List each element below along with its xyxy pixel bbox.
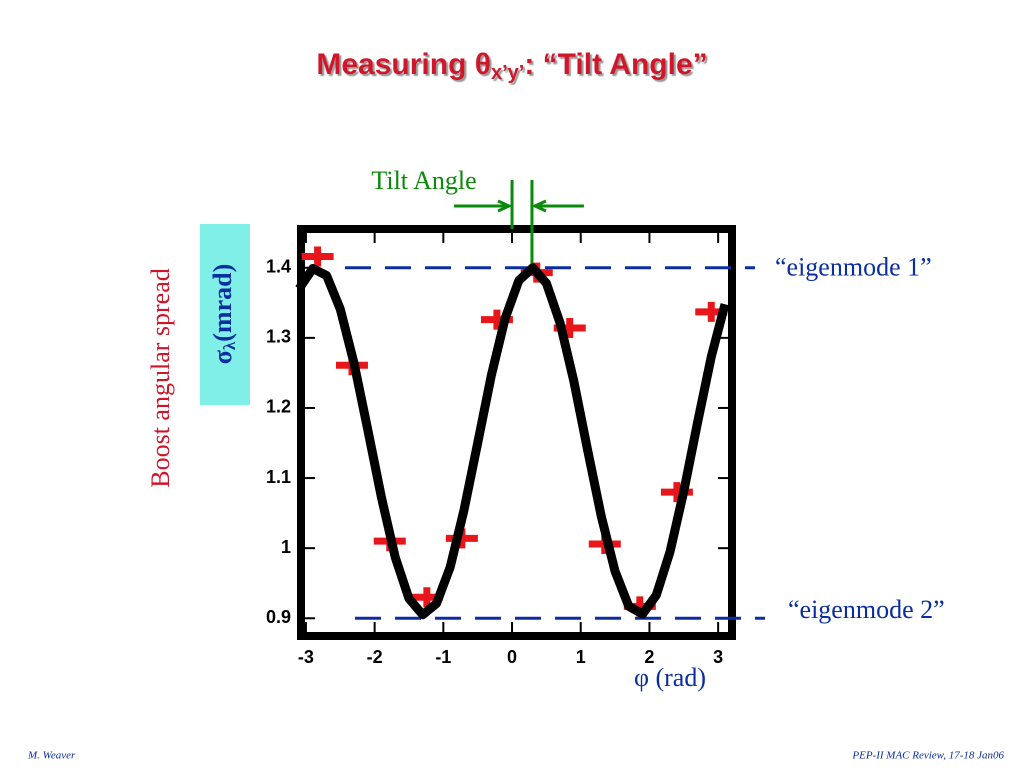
y-label-note: Boost angular spread	[146, 268, 175, 488]
x-tick-label: -3	[298, 647, 314, 667]
footer-left: M. Weaver	[27, 750, 76, 762]
tilt-arrow	[531, 199, 584, 213]
x-tick-label: 1	[576, 647, 586, 667]
x-tick-label: -2	[367, 647, 383, 667]
x-tick-label: 3	[713, 647, 723, 667]
x-tick-label: 2	[644, 647, 654, 667]
fit-curve	[295, 263, 730, 620]
y-label: σλ(mrad)	[208, 264, 239, 365]
title-sub: x’y’	[491, 62, 524, 84]
y-label-box	[200, 224, 250, 405]
title-main: Measuring θ	[316, 48, 491, 81]
title-rest: : “Tilt Angle”	[524, 48, 707, 81]
y-label-symbol: σ	[208, 350, 237, 364]
tilt-label: Tilt Angle	[371, 166, 476, 195]
slide-title: Measuring θx’y’: “Tilt Angle”	[316, 48, 707, 84]
plot-frame	[297, 225, 736, 640]
y-label-sub: λ	[220, 341, 239, 350]
y-tick-label: 1.4	[266, 257, 291, 277]
reference-label: “eigenmode 1”	[775, 253, 932, 282]
x-tick-label: -1	[435, 647, 451, 667]
data-point	[301, 246, 334, 267]
y-tick-label: 1.3	[266, 327, 291, 347]
y-label-unit: (mrad)	[208, 264, 237, 342]
x-tick-label: 0	[507, 647, 517, 667]
y-tick-label: 1	[281, 537, 291, 557]
y-tick-label: 1.1	[266, 467, 291, 487]
tilt-arrow	[454, 199, 513, 213]
x-label: φ (rad)	[634, 663, 706, 692]
y-tick-label: 1.2	[266, 397, 291, 417]
y-tick-label: 0.9	[266, 607, 291, 627]
reference-label: “eigenmode 2”	[788, 595, 945, 624]
footer-right: PEP-II MAC Review, 17-18 Jan06	[851, 750, 1004, 762]
